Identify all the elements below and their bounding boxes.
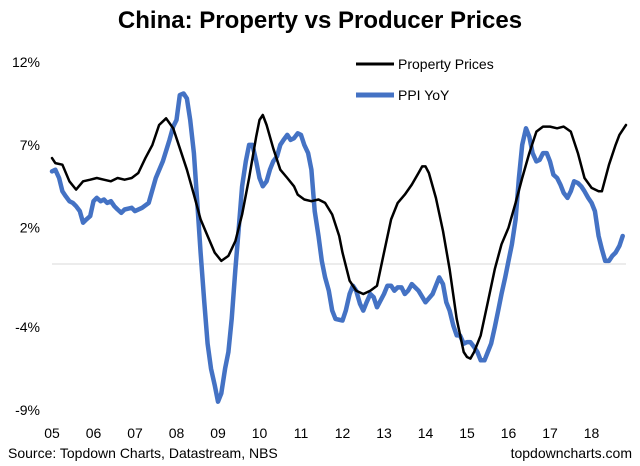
x-tick-label: 18 (584, 425, 600, 441)
x-tick-label: 07 (127, 425, 143, 441)
y-tick-label: 2% (20, 220, 40, 236)
x-tick-label: 08 (169, 425, 185, 441)
x-tick-label: 12 (335, 425, 351, 441)
x-axis-tick-labels: 05 06 07 08 09 10 11 12 13 14 15 16 17 18 (44, 425, 599, 441)
x-tick-label: 13 (376, 425, 392, 441)
x-tick-label: 15 (459, 425, 475, 441)
x-tick-label: 11 (294, 425, 309, 441)
chart-title: China: Property vs Producer Prices (118, 7, 522, 34)
series-line-property-prices (50, 113, 628, 360)
y-tick-label: 7% (20, 137, 40, 153)
x-tick-label: 09 (210, 425, 226, 441)
x-tick-label: 10 (252, 425, 268, 441)
series-layer (49, 91, 628, 404)
x-tick-label: 14 (418, 425, 434, 441)
y-tick-label: -4% (15, 319, 40, 335)
x-tick-label: 06 (86, 425, 102, 441)
series-line-ppi-yoy (49, 91, 625, 404)
x-tick-label: 17 (542, 425, 558, 441)
source-text: Source: Topdown Charts, Datastream, NBS (8, 445, 278, 461)
x-tick-label: 05 (44, 425, 60, 441)
legend: Property Prices PPI YoY (356, 56, 494, 103)
y-axis-tick-labels: 12% 7% 2% -4% -9% (12, 54, 40, 418)
x-tick-label: 16 (501, 425, 517, 441)
legend-label-property-prices: Property Prices (398, 56, 494, 72)
legend-label-ppi-yoy: PPI YoY (398, 87, 450, 103)
y-tick-label: -9% (15, 402, 40, 418)
brand-text: topdowncharts.com (511, 445, 632, 461)
y-tick-label: 12% (12, 54, 40, 70)
